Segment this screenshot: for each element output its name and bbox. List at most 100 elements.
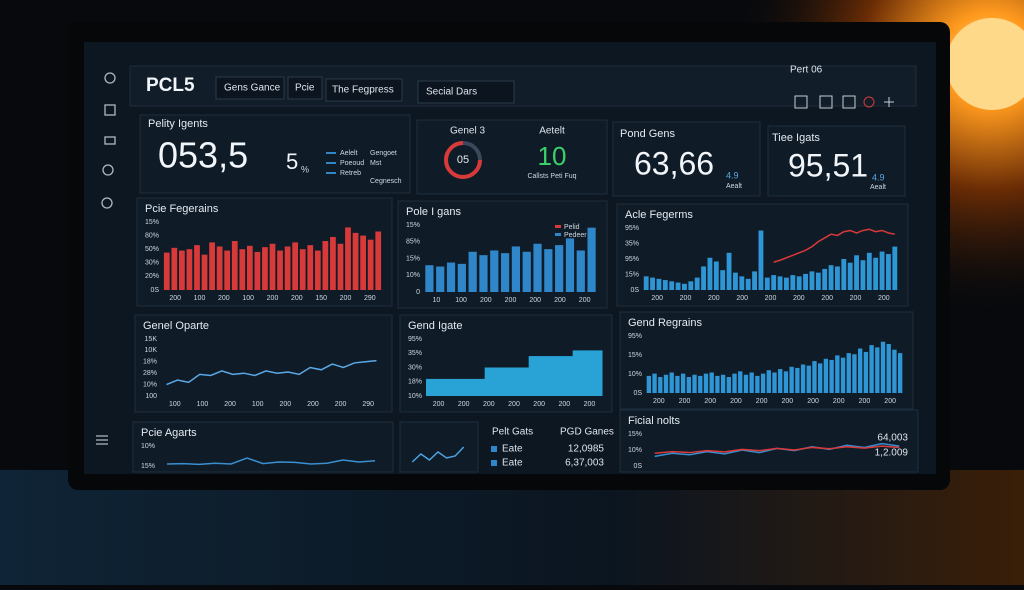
x-tick-label: 200 bbox=[651, 295, 663, 302]
tab-label[interactable]: Pcie bbox=[295, 83, 315, 94]
legend-value: Mst bbox=[370, 160, 381, 167]
x-tick-label: 200 bbox=[708, 295, 720, 302]
kpi-note: Aealt bbox=[726, 183, 742, 190]
panel-title: Gend Igate bbox=[408, 320, 462, 332]
kpi-delta: 4.9 bbox=[726, 170, 739, 180]
table-cell: 12,0985 bbox=[568, 444, 605, 455]
x-tick-label: 200 bbox=[653, 398, 665, 405]
bar bbox=[314, 250, 321, 290]
table-header: PGD Ganes bbox=[560, 427, 614, 438]
bar bbox=[646, 375, 652, 393]
bar bbox=[698, 375, 703, 393]
bar bbox=[720, 270, 726, 290]
x-tick-label: 200 bbox=[505, 297, 517, 304]
bar bbox=[752, 271, 757, 290]
x-tick-label: 100 bbox=[169, 401, 181, 408]
step-segment bbox=[470, 378, 486, 396]
bar bbox=[436, 266, 445, 292]
tab[interactable] bbox=[287, 76, 323, 100]
bar bbox=[847, 262, 853, 290]
x-tick-label: 200 bbox=[218, 295, 230, 302]
kpi-value: 10 bbox=[538, 141, 567, 171]
step-segment bbox=[543, 356, 559, 396]
search-box[interactable] bbox=[417, 80, 515, 104]
overlay-line bbox=[773, 228, 895, 263]
bar bbox=[790, 275, 796, 290]
bar bbox=[835, 266, 840, 290]
bar bbox=[682, 283, 687, 290]
bar bbox=[869, 345, 874, 393]
x-tick-label: 200 bbox=[307, 401, 319, 408]
nav-icon[interactable] bbox=[104, 136, 116, 145]
bar bbox=[892, 246, 898, 290]
bar bbox=[425, 265, 434, 292]
tool-button[interactable] bbox=[794, 95, 808, 109]
y-tick-label: 10K bbox=[145, 347, 158, 354]
y-tick-label: 10% bbox=[143, 381, 157, 388]
bar bbox=[755, 375, 760, 393]
bar bbox=[269, 243, 276, 290]
tool-button[interactable] bbox=[842, 95, 856, 109]
bar bbox=[733, 272, 738, 290]
dropdown-label[interactable]: The Fegpress bbox=[332, 85, 394, 96]
bar bbox=[818, 363, 823, 393]
bar bbox=[643, 276, 649, 290]
x-tick-label: 200 bbox=[680, 295, 692, 302]
y-tick-label: 28% bbox=[143, 370, 157, 377]
tool-button[interactable] bbox=[819, 95, 833, 109]
menu-icon[interactable] bbox=[96, 435, 108, 445]
table-header: Pelt Gats bbox=[492, 427, 533, 438]
x-tick-label: 200 bbox=[508, 401, 520, 408]
add-button[interactable] bbox=[884, 97, 894, 107]
bar bbox=[544, 249, 553, 292]
x-tick-label: 200 bbox=[736, 295, 748, 302]
y-tick-label: 18% bbox=[408, 379, 422, 386]
tab-label[interactable]: Gens Gance bbox=[224, 83, 281, 94]
panel-title: Pcie Agarts bbox=[141, 427, 197, 439]
bar bbox=[692, 374, 697, 393]
y-tick-label: 10% bbox=[141, 443, 155, 450]
y-tick-label: 15% bbox=[628, 352, 642, 359]
x-tick-label: 200 bbox=[584, 401, 596, 408]
nav-icon[interactable] bbox=[101, 197, 113, 209]
search-label[interactable]: Secial Dars bbox=[426, 87, 477, 98]
bar bbox=[803, 273, 808, 290]
y-tick-label: 35% bbox=[408, 350, 422, 357]
y-tick-label: 0S bbox=[633, 390, 642, 397]
bar bbox=[688, 281, 694, 290]
status: Pert 06 bbox=[790, 65, 823, 76]
bar bbox=[231, 241, 238, 290]
bar bbox=[522, 251, 531, 292]
bar bbox=[800, 364, 806, 393]
legend-swatch bbox=[555, 225, 561, 228]
x-tick-label: 200 bbox=[458, 401, 470, 408]
y-tick-label: 80% bbox=[145, 232, 159, 239]
tab[interactable] bbox=[215, 76, 285, 100]
dropdown[interactable] bbox=[325, 78, 403, 102]
nav-icon[interactable] bbox=[104, 72, 116, 84]
bar bbox=[337, 243, 344, 290]
bar bbox=[262, 247, 268, 290]
step-segment bbox=[572, 350, 588, 396]
y-tick-label: 10% bbox=[406, 272, 420, 279]
brand: PCL5 bbox=[146, 75, 195, 96]
nav-icon[interactable] bbox=[102, 164, 114, 176]
y-tick-label: 95% bbox=[625, 225, 639, 232]
tool-button[interactable] bbox=[863, 96, 875, 108]
bar bbox=[254, 251, 261, 290]
panel-title: Pole I gans bbox=[406, 206, 462, 218]
step-segment bbox=[514, 367, 530, 396]
x-tick-label: 200 bbox=[765, 295, 777, 302]
bar bbox=[209, 242, 215, 290]
bar bbox=[857, 348, 863, 393]
bar bbox=[352, 232, 359, 290]
nav-icon[interactable] bbox=[104, 104, 116, 116]
kpi-title: Tiee Igats bbox=[772, 132, 820, 144]
x-tick-label: 200 bbox=[335, 401, 347, 408]
bar bbox=[778, 369, 783, 393]
x-tick-label: 150 bbox=[315, 295, 327, 302]
panel-title: Acle Fegerms bbox=[625, 209, 693, 221]
y-tick-label: 30% bbox=[408, 364, 422, 371]
kpi-card bbox=[416, 119, 608, 195]
